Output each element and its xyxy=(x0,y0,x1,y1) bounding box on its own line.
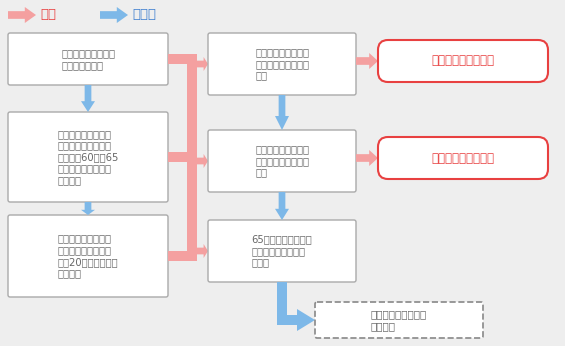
Text: 障害の原因となった
傷病は国民年金加入
前の20歳前に起こっ
たものか: 障害の原因となった 傷病は国民年金加入 前の20歳前に起こっ たものか xyxy=(58,234,118,279)
Text: 障害の原因となった
傷病は国民年金加入
終了後の60歳〜65
歳未満の間に起こっ
たものか: 障害の原因となった 傷病は国民年金加入 終了後の60歳〜65 歳未満の間に起こっ… xyxy=(57,129,119,185)
Bar xyxy=(277,282,287,315)
Text: 障害の程度が政令で
定める１級に該当す
るか: 障害の程度が政令で 定める１級に該当す るか xyxy=(255,47,309,81)
Polygon shape xyxy=(197,244,208,258)
Polygon shape xyxy=(275,95,289,130)
FancyBboxPatch shape xyxy=(378,40,548,82)
Text: 障害基礎年金はうけ
られない: 障害基礎年金はうけ られない xyxy=(371,309,427,331)
Polygon shape xyxy=(275,192,289,220)
FancyBboxPatch shape xyxy=(208,220,356,282)
Polygon shape xyxy=(197,154,208,168)
FancyBboxPatch shape xyxy=(208,130,356,192)
Polygon shape xyxy=(100,7,128,23)
Bar xyxy=(168,54,197,64)
Bar xyxy=(168,152,197,162)
Polygon shape xyxy=(356,53,378,69)
Polygon shape xyxy=(297,309,315,331)
Polygon shape xyxy=(197,57,208,71)
Polygon shape xyxy=(81,85,95,112)
Polygon shape xyxy=(81,202,95,215)
Text: 初診日に国民年金の
被保険者だった: 初診日に国民年金の 被保険者だった xyxy=(61,48,115,70)
Text: ２級の障害基礎年金: ２級の障害基礎年金 xyxy=(432,152,494,164)
Polygon shape xyxy=(8,7,36,23)
FancyBboxPatch shape xyxy=(208,33,356,95)
Text: いいえ: いいえ xyxy=(132,9,156,21)
Bar xyxy=(187,59,197,256)
FancyBboxPatch shape xyxy=(8,33,168,85)
Bar xyxy=(277,315,297,325)
FancyBboxPatch shape xyxy=(315,302,483,338)
Polygon shape xyxy=(356,150,378,166)
Text: 障害の程度が政令で
定める２級に該当す
るか: 障害の程度が政令で 定める２級に該当す るか xyxy=(255,144,309,177)
FancyBboxPatch shape xyxy=(8,112,168,202)
Text: １級の障害基礎年金: １級の障害基礎年金 xyxy=(432,55,494,67)
Text: 65歳になるまでにそ
の症状が重くなって
きたか: 65歳になるまでにそ の症状が重くなって きたか xyxy=(251,234,312,267)
Text: はい: はい xyxy=(40,9,56,21)
Bar xyxy=(168,251,197,261)
FancyBboxPatch shape xyxy=(8,215,168,297)
FancyBboxPatch shape xyxy=(378,137,548,179)
